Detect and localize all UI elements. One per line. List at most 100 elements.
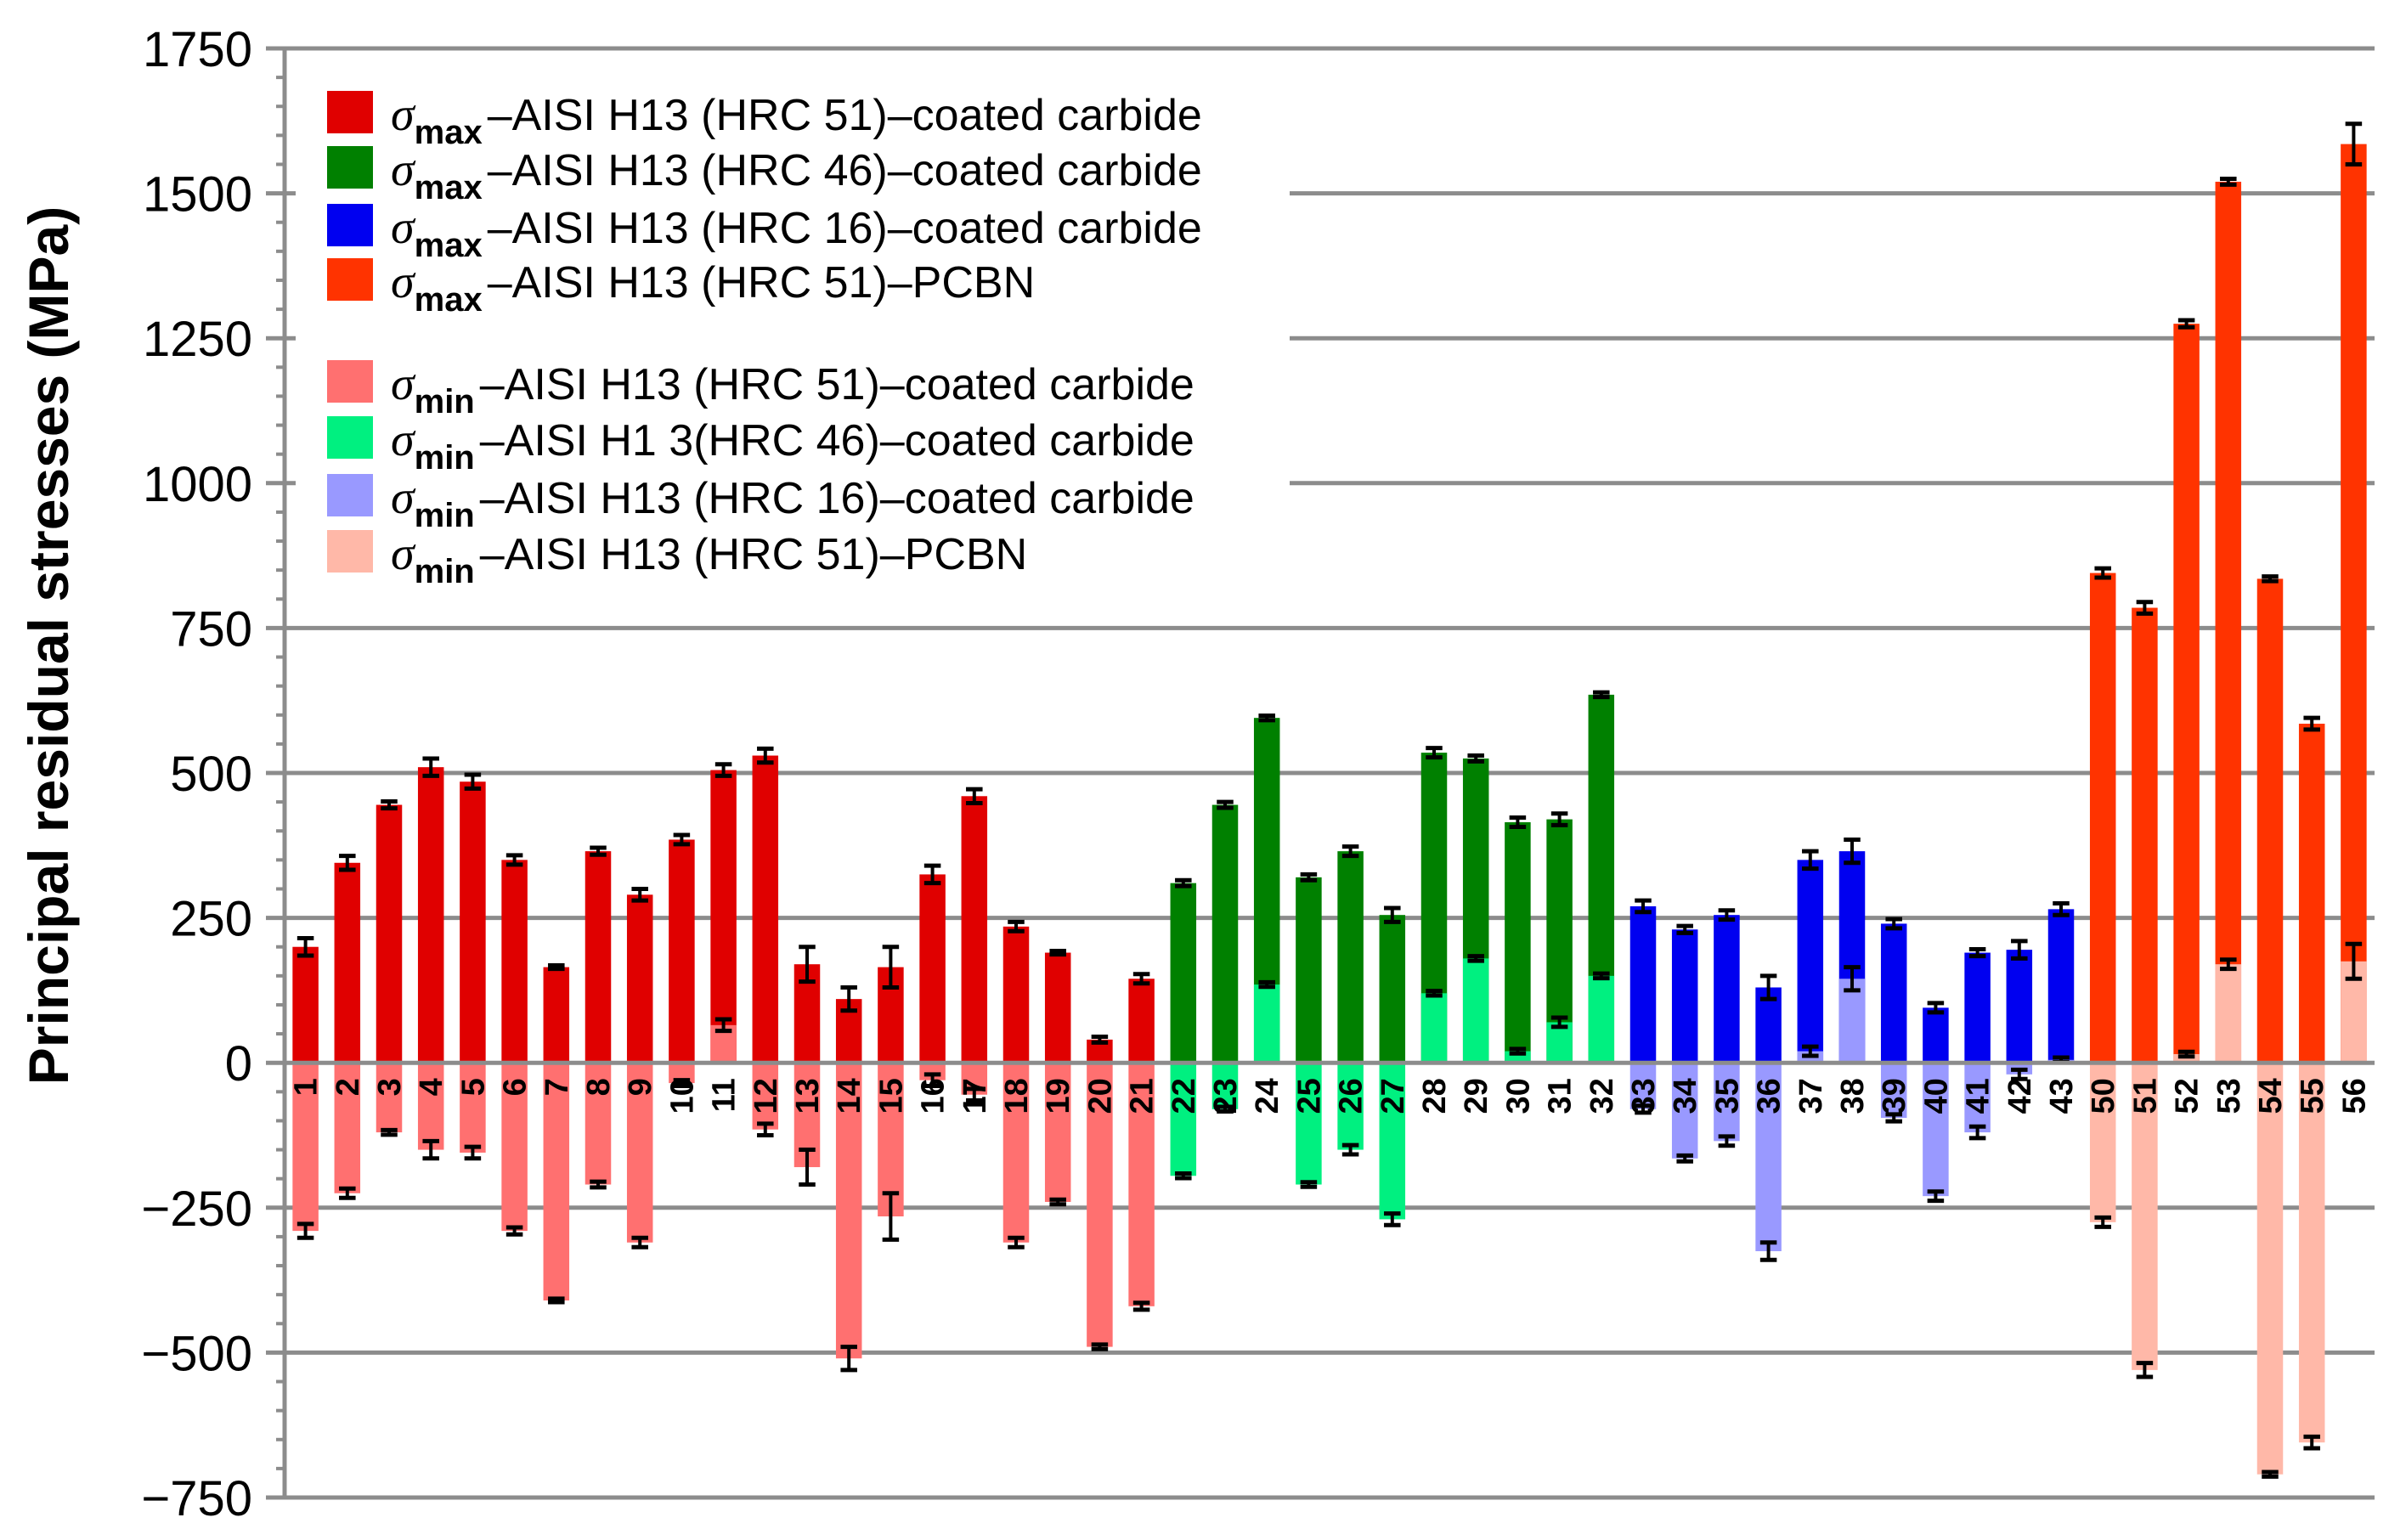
bar-min-39: [1880, 1063, 1907, 1119]
bar-min-33: [1629, 1063, 1657, 1109]
bar-max-10: [669, 839, 695, 1063]
legend-swatch-4: [327, 360, 373, 403]
bar-max-27: [1379, 915, 1406, 1063]
bar-min-12: [752, 1063, 779, 1130]
legend-swatch-3: [327, 258, 373, 301]
x-tick-label-38: 38: [1835, 1078, 1871, 1114]
bar-min-8: [585, 1063, 612, 1185]
x-tick-label-54: 54: [2253, 1078, 2289, 1114]
bar-max-33: [1629, 905, 1657, 1063]
x-tick-label-51: 51: [2127, 1078, 2163, 1114]
bar-max-35: [1714, 915, 1740, 1063]
y-tick-label: 1250: [143, 312, 252, 367]
legend-swatch-7: [327, 530, 373, 573]
bar-max-40: [1923, 1007, 1949, 1063]
x-tick-label-1: 1: [289, 1078, 325, 1096]
x-tick-label-26: 26: [1334, 1078, 1370, 1114]
legend-swatch-1: [327, 146, 373, 189]
bar-max-41: [1964, 952, 1991, 1063]
bar-min-23: [1211, 1063, 1239, 1109]
bar-min-5: [460, 1063, 486, 1153]
bar-max-42: [2006, 950, 2033, 1063]
bar-max-8: [585, 851, 612, 1063]
legend-label-1: σmax –AISI H13 (HRC 46)–coated carbide: [391, 144, 1202, 206]
bar-min-15: [878, 1063, 904, 1217]
bar-min-34: [1671, 1063, 1698, 1159]
bar-max-22: [1170, 883, 1197, 1063]
bar-max-56: [2341, 144, 2367, 1063]
x-tick-label-4: 4: [414, 1078, 449, 1096]
bar-min-31: [1546, 1022, 1573, 1063]
x-tick-label-3: 3: [372, 1078, 408, 1096]
bar-min-26: [1337, 1063, 1364, 1150]
legend-label-5: σmin –AISI H1 3(HRC 46)–coated carbide: [391, 414, 1194, 477]
x-tick-label-30: 30: [1500, 1078, 1536, 1114]
x-tick-label-41: 41: [1961, 1078, 1996, 1114]
y-axis-label: Principal residual stresses (MPa): [17, 206, 80, 1085]
x-tick-labels: 1 2 3 4 5 6 7 8 9 10 11 12 13 14 15 16 17 18 19 20 21 22 23 24 2…: [289, 1078, 2373, 1114]
bar-max-7: [543, 967, 570, 1063]
y-tick-label: 1000: [143, 457, 252, 512]
bar-min-21: [1128, 1063, 1155, 1306]
bar-min-24: [1253, 984, 1280, 1063]
legend-background: [296, 68, 1290, 595]
x-tick-label-5: 5: [455, 1078, 491, 1096]
x-tick-label-35: 35: [1709, 1078, 1745, 1114]
bar-max-39: [1880, 923, 1907, 1063]
y-tick-label: −500: [141, 1326, 252, 1381]
x-tick-label-11: 11: [707, 1078, 743, 1112]
legend-swatch-5: [327, 416, 373, 459]
x-tick-label-24: 24: [1250, 1078, 1285, 1114]
x-tick-label-19: 19: [1041, 1078, 1076, 1114]
bar-max-26: [1337, 851, 1364, 1063]
bar-max-17: [961, 796, 988, 1063]
bar-max-1: [292, 946, 319, 1063]
y-tick-label: 1500: [143, 167, 252, 223]
bar-min-27: [1379, 1063, 1406, 1220]
bar-min-4: [417, 1063, 444, 1150]
bar-min-55: [2298, 1063, 2325, 1443]
x-tick-label-22: 22: [1166, 1078, 1202, 1114]
bar-min-3: [376, 1063, 403, 1133]
x-tick-label-42: 42: [2002, 1078, 2038, 1114]
x-tick-label-6: 6: [498, 1078, 534, 1096]
bar-min-53: [2215, 964, 2242, 1063]
bars: [292, 121, 2367, 1479]
bar-max-3: [376, 804, 403, 1063]
x-tick-label-10: 10: [664, 1078, 700, 1114]
x-tick-label-13: 13: [790, 1078, 826, 1114]
x-tick-label-9: 9: [623, 1078, 658, 1096]
bar-max-9: [626, 894, 653, 1063]
x-tick-label-32: 32: [1584, 1078, 1620, 1114]
x-tick-label-25: 25: [1291, 1078, 1327, 1114]
x-tick-label-7: 7: [539, 1078, 575, 1096]
bar-max-34: [1671, 929, 1698, 1063]
x-tick-label-16: 16: [916, 1078, 952, 1114]
bar-max-55: [2298, 723, 2325, 1063]
legend-label-2: σmax –AISI H13 (HRC 16)–coated carbide: [391, 201, 1202, 264]
y-tick-label: 0: [225, 1036, 252, 1092]
x-tick-label-12: 12: [748, 1078, 784, 1114]
bar-max-11: [710, 770, 737, 1063]
x-tick-label-53: 53: [2211, 1078, 2247, 1114]
x-tick-label-15: 15: [873, 1078, 909, 1114]
bar-min-28: [1420, 993, 1448, 1063]
x-tick-label-2: 2: [330, 1078, 366, 1096]
bar-max-16: [919, 874, 946, 1063]
bar-min-38: [1838, 979, 1866, 1063]
legend: σmax –AISI H13 (HRC 51)–coated carbideσma…: [296, 68, 1290, 595]
y-tick-label: 1750: [143, 22, 252, 77]
bar-max-50: [2089, 573, 2116, 1063]
x-tick-label-33: 33: [1626, 1078, 1662, 1114]
bar-min-22: [1170, 1063, 1197, 1176]
bar-min-1: [292, 1063, 319, 1232]
x-tick-label-40: 40: [1918, 1078, 1954, 1114]
x-tick-label-18: 18: [999, 1078, 1035, 1114]
bar-max-23: [1211, 804, 1239, 1063]
y-tick-label: −750: [141, 1471, 252, 1526]
legend-label-4: σmin –AISI H13 (HRC 51)–coated carbide: [391, 358, 1194, 420]
bar-max-2: [334, 862, 361, 1063]
legend-label-7: σmin –AISI H13 (HRC 51)–PCBN: [391, 527, 1027, 590]
